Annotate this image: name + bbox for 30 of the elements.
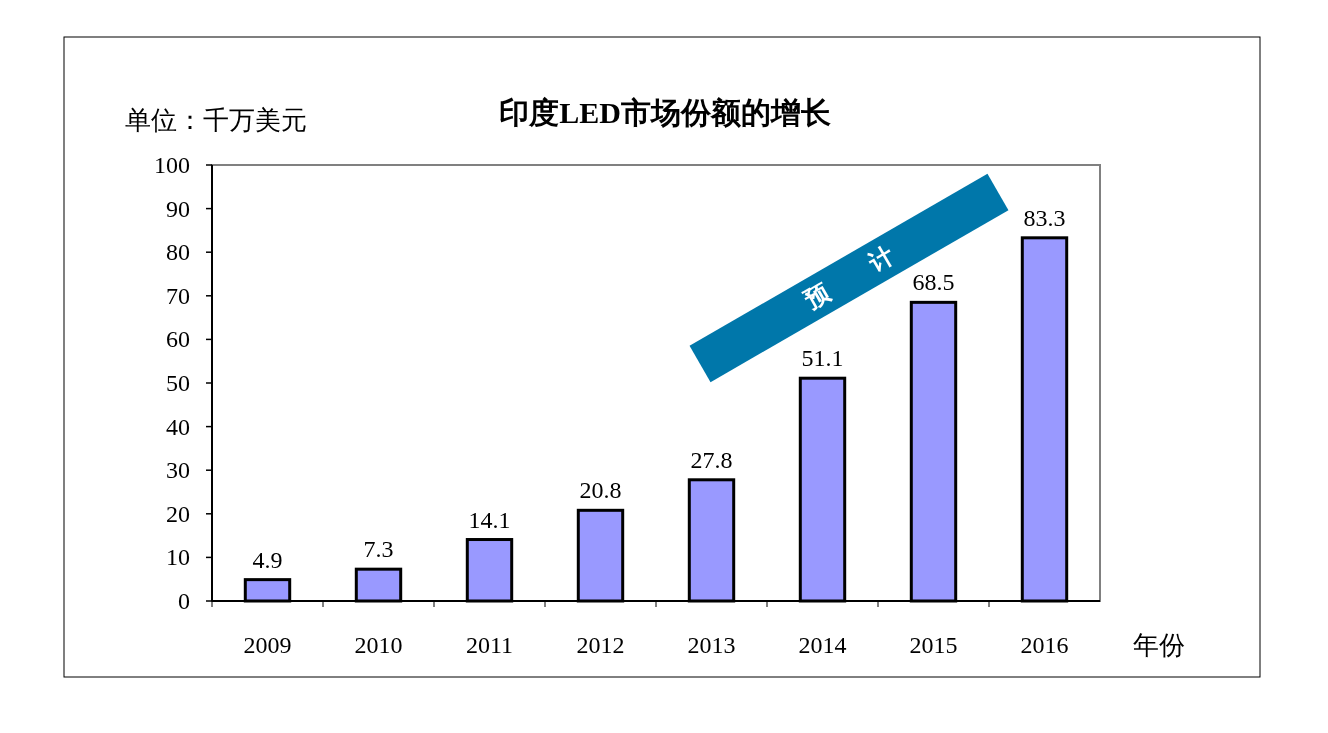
x-axis-title: 年份 — [1133, 630, 1185, 660]
x-tick-label: 2015 — [909, 632, 958, 658]
y-tick-label: 0 — [178, 588, 190, 614]
data-label: 27.8 — [690, 446, 733, 473]
x-tick-label: 2013 — [687, 632, 736, 658]
y-axis-title: 单位：千万美元 — [125, 105, 307, 135]
y-tick-label: 80 — [166, 239, 190, 266]
data-label: 68.5 — [912, 269, 955, 296]
data-label: 4.9 — [252, 546, 283, 573]
data-label: 14.1 — [468, 506, 511, 533]
y-tick-label: 40 — [166, 413, 190, 440]
y-tick-label: 70 — [166, 282, 190, 309]
y-tick-label: 50 — [166, 370, 190, 396]
x-tick-label: 2011 — [465, 632, 514, 658]
data-label: 83.3 — [1023, 204, 1066, 231]
x-tick-label: 2012 — [576, 632, 625, 658]
y-tick-label: 30 — [166, 457, 190, 484]
y-tick-label: 100 — [154, 152, 190, 178]
data-label: 20.8 — [579, 477, 622, 504]
x-tick-label: 2010 — [354, 632, 403, 658]
x-tick-label: 2016 — [1020, 632, 1069, 658]
x-tick-label: 2014 — [798, 632, 847, 658]
x-tick-label: 2009 — [243, 632, 292, 658]
y-tick-label: 60 — [166, 326, 190, 353]
y-tick-label: 90 — [166, 195, 190, 222]
chart-title: 印度LED市场份额的增长 — [499, 95, 831, 129]
data-label: 7.3 — [363, 536, 394, 563]
y-tick-label: 20 — [166, 500, 190, 527]
y-tick-label: 10 — [166, 544, 190, 571]
data-label: 51.1 — [801, 345, 844, 372]
